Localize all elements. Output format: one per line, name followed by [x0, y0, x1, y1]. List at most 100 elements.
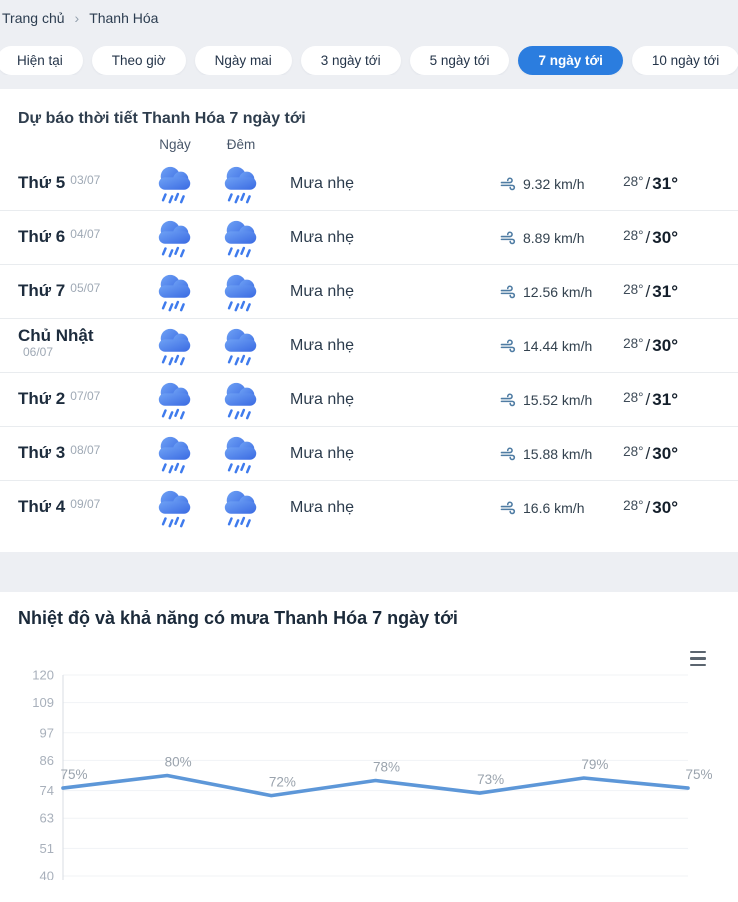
breadcrumb-home-link[interactable]: Trang chủ: [2, 9, 65, 26]
condition-label: Mưa nhẹ: [290, 498, 355, 516]
day-rain-cloud-icon: [142, 434, 208, 474]
forecast-row: Thứ 4 09/07 Mưa nhẹ 16.6 km/h 28°/30°: [0, 480, 738, 534]
tab-label: 5 ngày tới: [429, 53, 490, 68]
data-label: 79%: [581, 757, 608, 772]
temp-separator: /: [645, 227, 651, 247]
tab[interactable]: Ngày mai: [194, 46, 292, 75]
day-date: 08/07: [70, 443, 101, 458]
y-axis-tick-label: 51: [40, 841, 54, 856]
night-rain-cloud-icon: [208, 164, 274, 204]
temp-low: 28°: [623, 335, 644, 351]
column-night-label: Đêm: [226, 137, 256, 152]
night-rain-cloud-icon: [208, 380, 274, 420]
wind-icon: [500, 230, 517, 245]
day-name: Thứ 4: [18, 497, 66, 517]
hamburger-icon: [690, 651, 706, 654]
temp-separator: /: [645, 281, 651, 301]
temp-low: 28°: [623, 173, 644, 189]
tab-label: 3 ngày tới: [320, 53, 381, 68]
wind-speed: 14.44 km/h: [523, 337, 593, 354]
data-label: 78%: [373, 760, 400, 775]
day-name: Thứ 5: [18, 173, 66, 193]
wind-speed: 8.89 km/h: [523, 229, 585, 246]
tab[interactable]: Hiện tại: [0, 46, 83, 75]
temp-separator: /: [645, 497, 651, 517]
y-axis-tick-label: 97: [40, 725, 54, 740]
night-rain-cloud-icon: [208, 326, 274, 366]
temp-high: 30°: [652, 227, 678, 247]
night-rain-cloud-icon: [208, 218, 274, 258]
chart-menu-button[interactable]: [690, 650, 708, 667]
temp-low: 28°: [623, 443, 644, 459]
chart-card: Nhiệt độ và khả năng có mưa Thanh Hóa 7 …: [0, 592, 738, 902]
day-name: Chủ Nhật: [18, 325, 94, 345]
condition-label: Mưa nhẹ: [290, 336, 355, 354]
tab[interactable]: Theo giờ: [91, 46, 186, 75]
tab[interactable]: 10 ngày tới: [631, 46, 738, 75]
wind-icon: [500, 392, 517, 407]
wind-icon: [500, 284, 517, 299]
forecast-card: Dự báo thời tiết Thanh Hóa 7 ngày tới Ng…: [0, 89, 738, 552]
temp-separator: /: [645, 335, 651, 355]
forecast-rows: Thứ 5 03/07 Mưa nhẹ 9.32 km/h 28°/31° Thứ…: [0, 157, 738, 534]
condition-label: Mưa nhẹ: [290, 282, 355, 300]
chart-title: Nhiệt độ và khả năng có mưa Thanh Hóa 7 …: [18, 608, 458, 628]
day-name: Thứ 2: [18, 389, 66, 409]
day-date: 06/07: [23, 345, 54, 360]
condition-label: Mưa nhẹ: [290, 444, 355, 462]
column-day-label: Ngày: [159, 137, 191, 152]
night-rain-cloud-icon: [208, 488, 274, 528]
temp-separator: /: [645, 389, 651, 409]
wind-icon: [500, 338, 517, 353]
tab-label: 10 ngày tới: [651, 53, 720, 68]
y-axis-tick-label: 74: [40, 783, 54, 798]
temp-high: 31°: [652, 173, 678, 193]
condition-label: Mưa nhẹ: [290, 228, 355, 246]
day-name: Thứ 7: [18, 281, 66, 301]
condition-label: Mưa nhẹ: [290, 174, 355, 192]
breadcrumb-current: Thanh Hóa: [89, 9, 159, 26]
y-axis-tick-label: 40: [40, 869, 54, 881]
breadcrumb: Trang chủ › Thanh Hóa: [0, 0, 738, 30]
forecast-row: Thứ 3 08/07 Mưa nhẹ 15.88 km/h 28°/30°: [0, 426, 738, 480]
temp-high: 30°: [652, 443, 678, 463]
wind-icon: [500, 176, 517, 191]
y-axis-tick-label: 86: [40, 753, 54, 768]
wind-speed: 9.32 km/h: [523, 175, 585, 192]
series-line: [61, 773, 690, 798]
day-date: 07/07: [70, 389, 101, 404]
chevron-right-icon: ›: [74, 9, 80, 26]
forecast-range-tabs: Hiện tại Theo giờ Ngày mai 3 ngày tới 5 …: [0, 46, 738, 75]
temp-separator: /: [645, 173, 651, 193]
day-rain-cloud-icon: [142, 218, 208, 258]
temp-low: 28°: [623, 281, 644, 297]
columns-header: Ngày Đêm: [0, 137, 738, 157]
day-date: 04/07: [70, 227, 101, 242]
tab-label: 7 ngày tới: [538, 53, 603, 68]
temp-separator: /: [645, 443, 651, 463]
forecast-row: Thứ 6 04/07 Mưa nhẹ 8.89 km/h 28°/30°: [0, 210, 738, 264]
temp-high: 30°: [652, 335, 678, 355]
wind-speed: 15.88 km/h: [523, 445, 593, 462]
day-name: Thứ 6: [18, 227, 66, 247]
data-label: 72%: [269, 775, 296, 790]
condition-label: Mưa nhẹ: [290, 390, 355, 408]
forecast-row: Thứ 5 03/07 Mưa nhẹ 9.32 km/h 28°/31°: [0, 157, 738, 210]
forecast-row: Chủ Nhật06/07 Mưa nhẹ 14.44 km/h 28°/30°: [0, 318, 738, 372]
night-rain-cloud-icon: [208, 272, 274, 312]
forecast-title: Dự báo thời tiết Thanh Hóa 7 ngày tới: [18, 110, 306, 127]
y-axis-tick-label: 63: [40, 811, 54, 826]
day-rain-cloud-icon: [142, 488, 208, 528]
tab[interactable]: 5 ngày tới: [409, 46, 510, 75]
data-label: 80%: [165, 755, 192, 770]
day-rain-cloud-icon: [142, 164, 208, 204]
temp-high: 31°: [652, 389, 678, 409]
tab-label: Hiện tại: [17, 53, 63, 68]
temp-low: 28°: [623, 227, 644, 243]
tab[interactable]: 3 ngày tới: [300, 46, 401, 75]
tab[interactable]: 7 ngày tới: [518, 46, 623, 75]
temperature-rain-chart: 120 109 97 86 74 63 51 40 75% 80% 72% 78% 73% 79% 75%: [32, 668, 713, 881]
day-rain-cloud-icon: [142, 380, 208, 420]
day-date: 03/07: [70, 173, 101, 188]
